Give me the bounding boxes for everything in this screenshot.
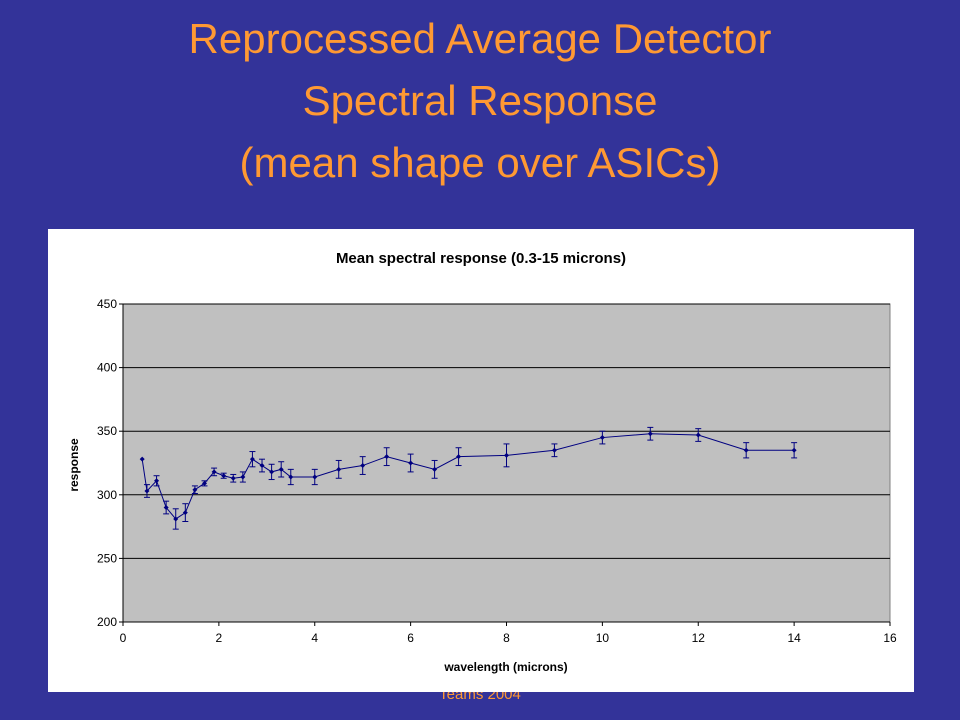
x-tick-label: 14 <box>787 631 801 645</box>
y-tick-label: 450 <box>97 297 117 311</box>
data-point <box>221 473 227 479</box>
data-point <box>259 463 265 469</box>
chart-title: Mean spectral response (0.3-15 microns) <box>336 250 626 267</box>
data-point <box>312 474 318 480</box>
data-point <box>249 456 255 462</box>
data-point <box>230 475 236 481</box>
x-tick-label: 12 <box>692 631 706 645</box>
gridlines <box>123 303 890 559</box>
chart-area: Mean spectral response (0.3-15 microns) … <box>48 229 914 692</box>
data-point <box>163 505 169 511</box>
x-tick-label: 8 <box>503 631 510 645</box>
data-point <box>647 431 653 437</box>
data-point <box>173 516 179 522</box>
y-tick-label: 400 <box>97 361 117 375</box>
data-point <box>240 474 246 480</box>
data-point <box>695 432 701 438</box>
data-point <box>360 463 366 469</box>
slide-title-line-2: Spectral Response <box>302 77 658 124</box>
data-point <box>551 447 557 453</box>
slide-title-line-3: (mean shape over ASICs) <box>239 139 721 186</box>
data-point <box>211 469 217 475</box>
y-tick-label: 300 <box>97 488 117 502</box>
slide-title-line-1: Reprocessed Average Detector <box>188 15 772 62</box>
data-point <box>144 488 150 494</box>
x-tick-label: 6 <box>407 631 414 645</box>
x-tick-label: 16 <box>883 631 897 645</box>
data-point <box>456 454 462 460</box>
data-point <box>336 466 342 472</box>
data-point <box>154 478 160 484</box>
axes <box>119 303 891 626</box>
data-point <box>288 474 294 480</box>
x-tick-label: 4 <box>311 631 318 645</box>
data-point <box>139 456 145 462</box>
data-point <box>791 447 797 453</box>
data-point <box>201 480 207 486</box>
x-axis-label: wavelength (microns) <box>443 660 567 674</box>
data-point <box>504 452 509 458</box>
data-point <box>432 466 438 472</box>
y-tick-label: 350 <box>97 424 117 438</box>
data-series <box>139 426 798 530</box>
data-point <box>269 469 275 475</box>
y-axis-label: response <box>67 438 81 492</box>
y-tick-label: 250 <box>97 551 117 565</box>
x-tick-label: 10 <box>596 631 610 645</box>
data-point <box>743 447 749 453</box>
data-point <box>599 435 605 441</box>
data-point <box>408 460 414 466</box>
tick-labels: 200 250 300 350 400 450 0 2 4 6 8 10 12 14 16 <box>97 297 897 645</box>
chart-svg: Mean spectral response (0.3-15 microns) … <box>67 250 897 674</box>
data-point <box>384 454 390 460</box>
x-tick-label: 2 <box>216 631 223 645</box>
x-tick-label: 0 <box>120 631 127 645</box>
y-tick-label: 200 <box>97 615 117 629</box>
data-point <box>192 487 198 493</box>
data-point <box>278 466 284 472</box>
data-point <box>182 510 188 516</box>
slide-title: Reprocessed Average Detector Spectral Re… <box>0 8 960 194</box>
